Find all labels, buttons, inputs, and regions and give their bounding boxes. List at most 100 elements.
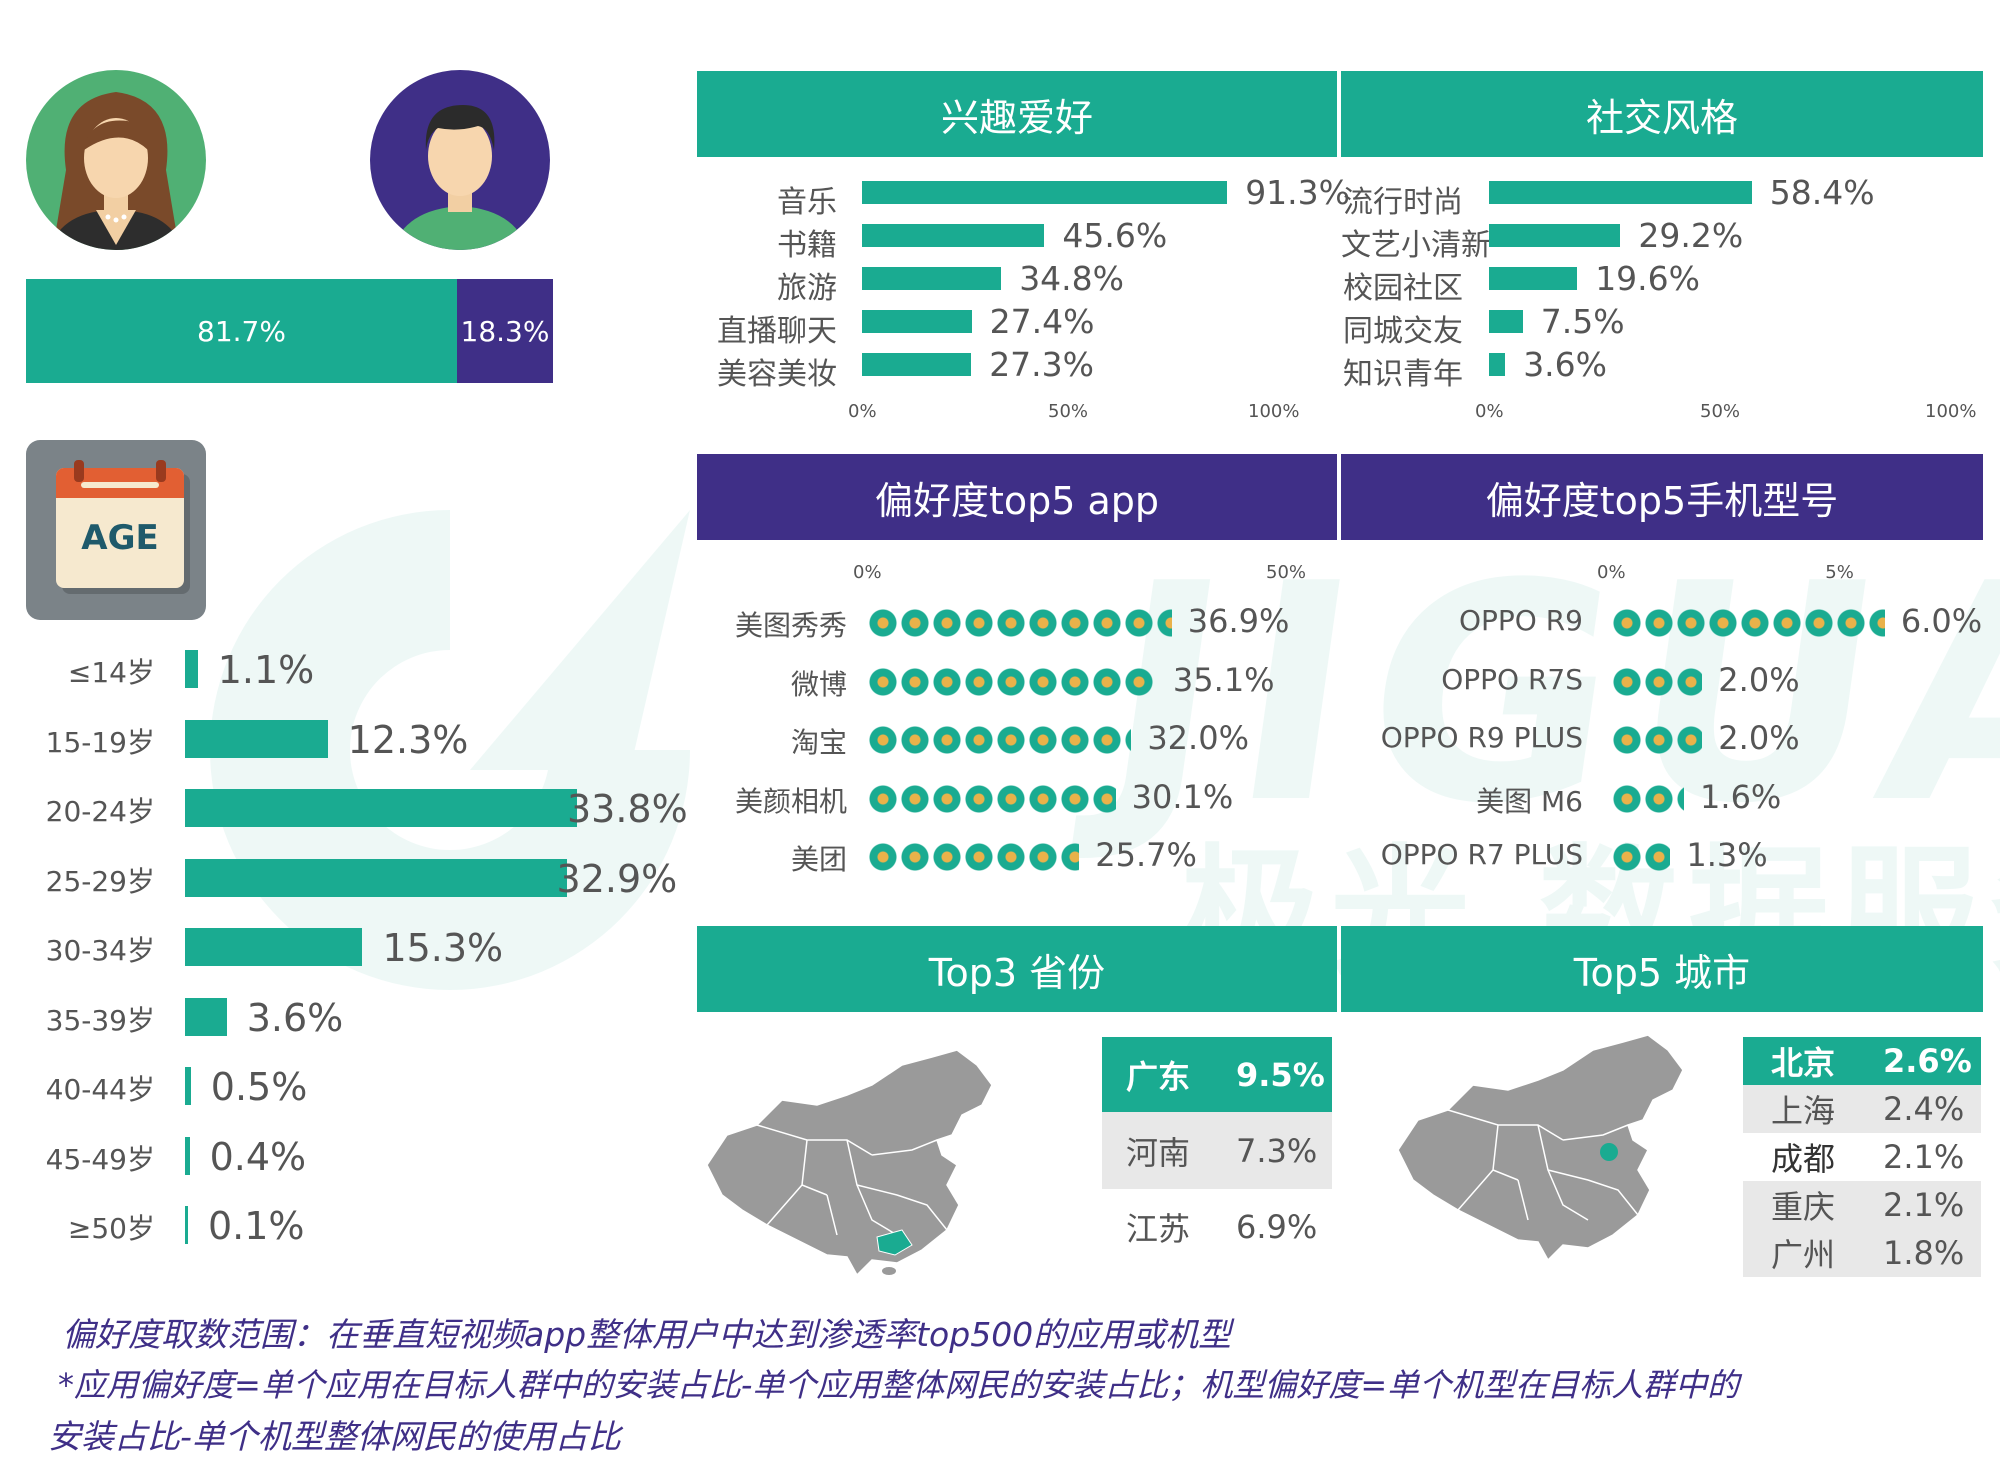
city-name: 成都 <box>1771 1140 1836 1178</box>
city-value: 1.8% <box>1883 1234 1965 1272</box>
city-value: 2.4% <box>1883 1090 1965 1128</box>
age-value-label: 0.5% <box>210 1065 308 1109</box>
category-label: OPPO R9 <box>1458 604 1583 637</box>
footer-line-1: 偏好度取数范围：在垂直短视频app整体用户中达到渗透率top500的应用或机型 <box>62 1315 1232 1354</box>
age-category-label: 15-19岁 <box>45 725 155 759</box>
axis-tick-label: 0% <box>853 562 882 583</box>
value-label: 25.7% <box>1095 836 1197 874</box>
age-value-label: 1.1% <box>217 648 315 692</box>
value-label: 34.8% <box>1019 259 1125 298</box>
age-bar <box>185 997 227 1036</box>
value-bar <box>1489 310 1523 333</box>
table-row <box>1743 1085 1981 1133</box>
province-value: 7.3% <box>1236 1131 1318 1170</box>
china-map-cities <box>1397 1034 1684 1260</box>
value-label: 19.6% <box>1595 259 1701 298</box>
table-row <box>1102 1037 1332 1112</box>
age-bar <box>185 1067 191 1105</box>
category-label: 旅游 <box>777 271 837 306</box>
icon-bar <box>867 666 1157 697</box>
top-phones-chart: 0% 5% OPPO R9 6.0% OPPO R7S 2.0% OPPO R9 PLUS 2… <box>1341 550 1983 890</box>
value-bar <box>862 181 1228 204</box>
footer-line-2: *应用偏好度=单个应用在目标人群中的安装占比-单个应用整体网民的安装占比；机型偏… <box>58 1366 1740 1404</box>
axis-tick-label: 100% <box>1925 401 1977 422</box>
value-bar <box>862 267 1002 290</box>
value-label: 27.3% <box>989 345 1095 384</box>
value-label: 6.0% <box>1900 602 1983 640</box>
category-label: 微博 <box>790 667 847 701</box>
header-top-phones: 偏好度top5手机型号 <box>1341 454 1983 540</box>
icon-bar <box>867 842 1080 872</box>
icon-bar <box>1611 842 1671 872</box>
age-bar <box>185 928 363 966</box>
age-category-label: 20-24岁 <box>45 795 155 828</box>
table-row <box>1743 1037 1981 1085</box>
china-map-provinces <box>706 1049 993 1275</box>
value-bar <box>1489 224 1621 247</box>
value-bar <box>1489 353 1506 376</box>
value-label: 2.0% <box>1718 719 1800 757</box>
age-distribution-chart: ≤14岁 1.1% 15-19岁 12.3% 20-24岁 33.8% 25-29岁 32.9… <box>0 648 700 1270</box>
value-label: 58.4% <box>1769 173 1875 212</box>
age-value-label: 3.6% <box>246 995 344 1040</box>
footer-line-3: 安装占比-单个机型整体网民的使用占比 <box>48 1417 621 1456</box>
header-top-apps: 偏好度top5 app <box>697 454 1337 540</box>
age-category-label: ≥50岁 <box>67 1212 155 1245</box>
value-label: 36.9% <box>1187 602 1290 640</box>
header-hobby: 兴趣爱好 <box>697 71 1337 157</box>
axis-tick-label: 50% <box>1048 401 1089 422</box>
female-share-bar: 81.7% <box>26 279 457 383</box>
beijing-marker-icon <box>1600 1143 1618 1161</box>
age-bar <box>185 1206 188 1244</box>
category-label: 音乐 <box>777 185 837 220</box>
age-bar <box>185 1136 190 1175</box>
value-bar <box>1489 181 1752 204</box>
age-value-label: 0.4% <box>209 1134 307 1179</box>
age-bar <box>185 789 577 827</box>
male-share-bar: 18.3% <box>457 279 553 383</box>
header-top-cities: Top5 城市 <box>1341 926 1983 1012</box>
value-label: 29.2% <box>1638 216 1744 255</box>
age-value-label: 12.3% <box>347 717 469 762</box>
age-bar <box>185 719 328 758</box>
category-label: 美容美妆 <box>717 357 837 392</box>
axis-tick-label: 0% <box>848 401 877 422</box>
table-row <box>1743 1133 1981 1181</box>
city-name: 重庆 <box>1771 1188 1836 1226</box>
value-label: 7.5% <box>1540 302 1625 341</box>
city-name: 广州 <box>1771 1236 1836 1274</box>
province-table: 广东 9.5% 河南 7.3% 江苏 6.9% <box>1102 1037 1332 1265</box>
city-name: 上海 <box>1771 1092 1836 1130</box>
province-name: 广东 <box>1126 1057 1191 1096</box>
icon-bar <box>867 608 1172 638</box>
value-label: 27.4% <box>989 302 1095 341</box>
category-label: OPPO R7S <box>1441 662 1583 696</box>
top-apps-chart: 0% 50% 美图秀秀 36.9% 微博 35.1% 淘宝 32.0% 美颜相机 30.1% 美团 2… <box>697 550 1337 890</box>
value-label: 30.1% <box>1131 777 1234 816</box>
age-value-label: 0.1% <box>208 1204 305 1248</box>
category-label: 美颜相机 <box>734 784 847 818</box>
category-label: OPPO R7 PLUS <box>1380 838 1583 871</box>
city-value: 2.1% <box>1883 1186 1965 1224</box>
icon-bar <box>1611 608 1885 638</box>
age-value-label: 15.3% <box>382 926 504 970</box>
icon-bar <box>1611 783 1685 814</box>
table-row <box>1102 1189 1332 1265</box>
age-bar <box>185 858 567 897</box>
male-avatar-icon <box>370 70 550 250</box>
female-share-label: 81.7% <box>197 314 286 348</box>
category-label: 校园社区 <box>1343 271 1463 306</box>
value-label: 32.0% <box>1147 719 1249 757</box>
category-label: 知识青年 <box>1343 357 1463 392</box>
province-name: 河南 <box>1126 1133 1191 1172</box>
age-category-label: 35-39岁 <box>45 1003 155 1037</box>
age-icon-label: AGE <box>81 518 159 558</box>
table-row <box>1743 1181 1981 1229</box>
icon-bar <box>1611 666 1703 697</box>
axis-tick-label: 0% <box>1475 401 1504 422</box>
icon-bar <box>867 725 1132 755</box>
axis-tick-label: 100% <box>1248 401 1300 422</box>
city-value: 2.1% <box>1883 1138 1965 1176</box>
age-category-label: ≤14岁 <box>67 656 155 689</box>
city-table: 北京 2.6% 上海 2.4% 成都 2.1% 重庆 2.1% 广州 1.8% <box>1743 1037 1981 1277</box>
